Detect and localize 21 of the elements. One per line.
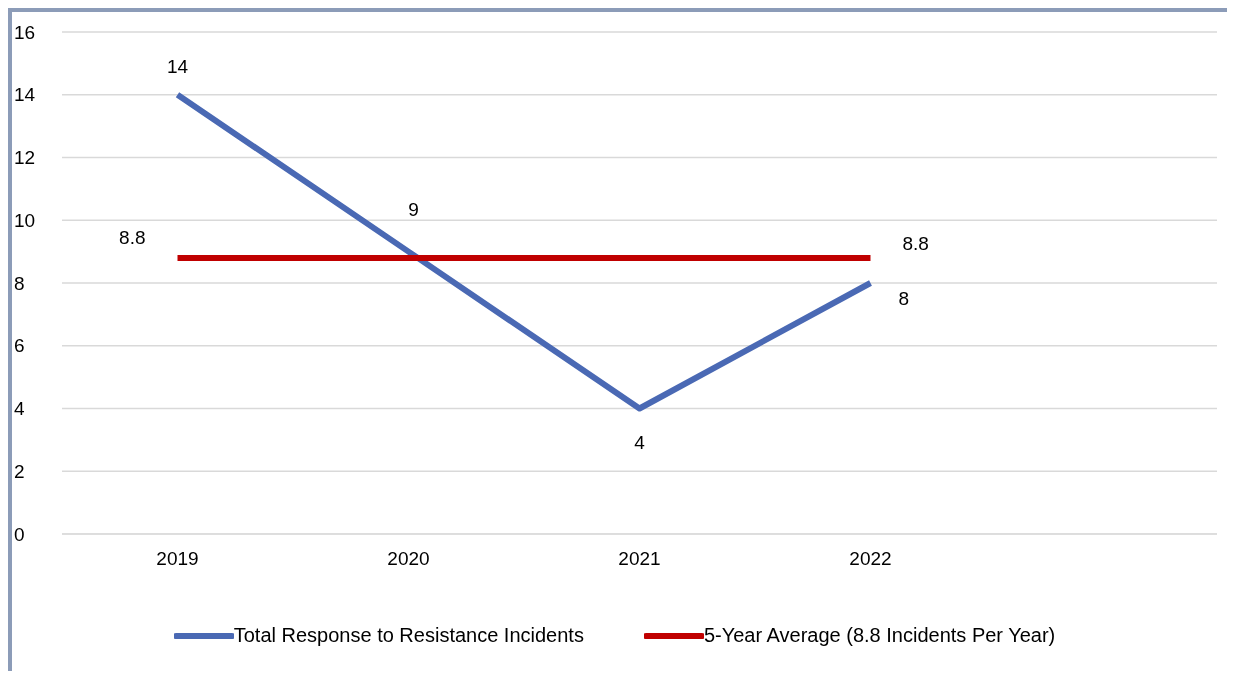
y-tick-label: 12	[14, 147, 36, 169]
data-label: 4	[634, 431, 646, 453]
y-tick-label: 10	[14, 209, 36, 231]
x-tick-label: 2021	[618, 548, 661, 570]
x-tick-label: 2019	[156, 548, 199, 570]
legend-label: Total Response to Resistance Incidents	[233, 624, 584, 647]
data-label: 8.8	[902, 232, 929, 254]
x-tick-label: 2020	[387, 548, 430, 570]
data-label: 8	[898, 288, 910, 309]
legend-label: 5-Year Average (8.8 Incidents Per Year)	[703, 624, 1056, 647]
x-tick-label: 2022	[849, 548, 892, 570]
y-tick-label: 2	[14, 460, 25, 482]
y-tick-label: 8	[14, 272, 25, 294]
data-label: 9	[408, 198, 419, 220]
y-tick-label: 4	[14, 398, 25, 420]
y-tick-label: 0	[14, 523, 25, 545]
data-label: 8.8	[119, 226, 146, 248]
data-label: 14	[166, 55, 189, 77]
y-tick-label: 16	[14, 21, 36, 43]
y-tick-label: 14	[14, 84, 36, 106]
y-tick-label: 6	[14, 335, 25, 357]
